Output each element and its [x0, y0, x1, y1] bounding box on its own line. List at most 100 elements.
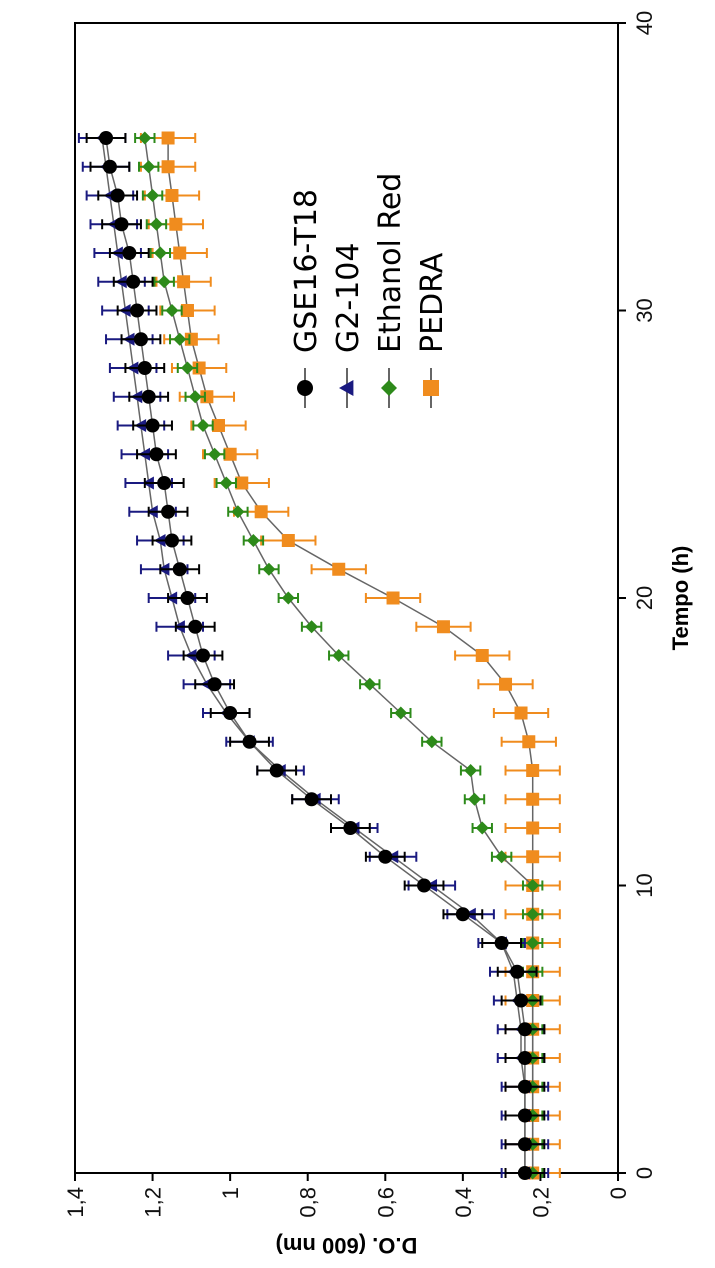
x-tick-label: 40 — [632, 11, 657, 35]
data-point — [164, 533, 179, 548]
data-point — [180, 304, 194, 317]
data-point — [526, 792, 540, 806]
data-point — [378, 849, 393, 864]
legend-label: Ethanol Red — [373, 173, 408, 353]
y-axis-title: D.O. (600 nm) — [276, 1233, 418, 1258]
data-point — [146, 189, 160, 202]
data-point — [281, 534, 295, 547]
series-0 — [85, 131, 546, 1180]
data-point — [188, 619, 203, 634]
data-point — [339, 380, 354, 396]
data-point — [207, 677, 222, 692]
data-point — [184, 332, 198, 346]
data-point — [394, 706, 408, 720]
data-point — [223, 706, 238, 720]
legend-label: PEDRA — [415, 252, 450, 353]
data-point — [149, 217, 163, 231]
data-point — [475, 649, 489, 662]
x-axis-title: Tempo (h) — [668, 546, 693, 651]
data-point — [305, 620, 319, 634]
data-point — [169, 217, 183, 231]
data-point — [138, 131, 152, 145]
data-point — [219, 476, 233, 490]
data-point — [510, 964, 525, 979]
data-point — [180, 591, 195, 605]
data-point — [192, 361, 206, 375]
data-point — [200, 390, 214, 404]
y-tick-label: 0 — [606, 1187, 631, 1199]
data-point — [173, 332, 187, 346]
data-point — [281, 591, 295, 605]
data-point — [235, 476, 249, 490]
data-point — [165, 189, 179, 202]
data-point — [242, 734, 257, 749]
legend-label: G2-104 — [331, 243, 366, 353]
data-point — [517, 1051, 532, 1065]
data-point — [161, 504, 176, 519]
y-tick-label: 0,8 — [296, 1187, 321, 1218]
data-point — [495, 850, 509, 864]
data-point — [517, 1137, 532, 1152]
data-point — [423, 380, 439, 396]
data-point — [180, 361, 194, 375]
data-point — [208, 447, 222, 461]
data-point — [142, 160, 156, 174]
data-point — [133, 332, 148, 347]
data-point — [517, 1022, 532, 1037]
data-point — [363, 677, 377, 691]
y-tick-label: 0,2 — [528, 1187, 553, 1218]
data-point — [223, 447, 237, 461]
data-point — [332, 562, 346, 576]
data-point — [526, 850, 540, 864]
data-point — [157, 275, 171, 289]
data-point — [99, 131, 114, 145]
data-point — [467, 792, 481, 806]
rotated-plot: 0 0,2 0,4 0,6 0,8 1 1,2 1,4 0 10 20 30 40 Tempo (h) D.… — [63, 11, 693, 1258]
y-tick-label: 0,6 — [373, 1187, 398, 1218]
y-tick-label: 1 — [218, 1187, 243, 1199]
data-point — [137, 361, 152, 375]
data-point — [455, 907, 470, 922]
data-point — [102, 159, 117, 174]
legend-label: GSE16-T18 — [289, 189, 324, 353]
data-point — [297, 380, 313, 396]
data-point — [145, 418, 160, 433]
data-point — [122, 246, 137, 260]
data-point — [526, 936, 540, 950]
data-point — [141, 389, 156, 404]
data-point — [262, 562, 276, 576]
data-point — [386, 591, 400, 605]
data-point — [195, 648, 210, 663]
y-tick-label: 1,2 — [141, 1187, 166, 1218]
data-point — [464, 764, 478, 777]
data-point — [517, 1108, 532, 1123]
data-point — [522, 735, 536, 749]
data-point — [212, 419, 226, 432]
data-point — [161, 160, 175, 174]
data-point — [517, 1166, 532, 1180]
y-tick-label: 0,4 — [451, 1187, 476, 1218]
data-point — [514, 993, 529, 1008]
legend: GSE16-T18 G2-104 Ethanol Red PEDRA — [289, 173, 450, 408]
x-tick-label: 30 — [632, 298, 657, 322]
x-tick-label: 10 — [632, 873, 657, 897]
data-point — [173, 246, 187, 260]
data-point — [526, 821, 540, 835]
data-point — [436, 620, 450, 634]
data-point — [526, 907, 540, 921]
data-point — [161, 131, 175, 145]
data-point — [196, 419, 210, 432]
data-point — [499, 677, 513, 691]
data-point — [149, 447, 164, 462]
data-point — [126, 274, 141, 289]
data-point — [304, 792, 319, 807]
data-point — [246, 534, 260, 547]
x-tick-label: 20 — [632, 586, 657, 610]
data-point — [165, 304, 179, 317]
data-point — [110, 188, 125, 203]
data-point — [514, 706, 528, 720]
data-point — [417, 878, 432, 893]
data-point — [254, 505, 268, 519]
x-tick-label: 0 — [632, 1167, 657, 1179]
